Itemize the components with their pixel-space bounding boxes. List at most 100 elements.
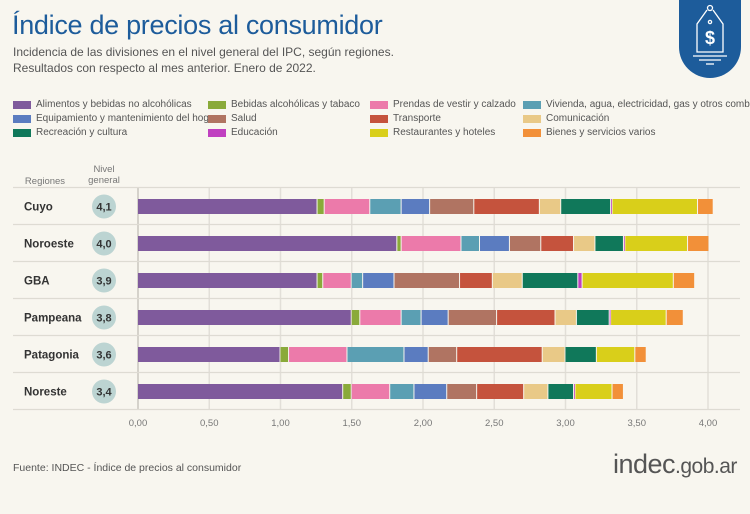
bar-segment	[457, 347, 542, 362]
bar-segment	[509, 236, 541, 251]
bar-segment	[539, 199, 561, 214]
bar-segment	[611, 310, 666, 325]
bar-segment	[343, 384, 351, 399]
x-tick-label: 2,00	[414, 418, 433, 429]
bar-segment	[370, 199, 401, 214]
bar-segment	[414, 384, 447, 399]
brand-suffix: .gob.ar	[675, 455, 737, 478]
bar-segment	[477, 384, 524, 399]
region-label: Noroeste	[24, 239, 74, 251]
bar-segment	[524, 384, 548, 399]
bar-segment	[542, 347, 565, 362]
legend-swatch	[208, 114, 226, 123]
row-header: Regiones	[25, 176, 65, 187]
legend-label: Educación	[231, 127, 278, 138]
legend-swatch	[370, 100, 388, 109]
total-header-line-2: general	[88, 175, 120, 186]
total-badge	[92, 268, 116, 293]
bar-segment	[673, 273, 695, 288]
brand-main: indec	[613, 449, 676, 479]
subtitle-line-1: Incidencia de las divisiones en el nivel…	[13, 45, 394, 59]
bar-segment	[575, 384, 612, 399]
x-tick-label: 0,50	[200, 418, 219, 429]
legend-label: Bebidas alcohólicas y tabaco	[231, 99, 360, 110]
price-tag-dollar-icon: $	[679, 0, 741, 78]
bar-segment	[138, 273, 317, 288]
bar-segment	[609, 310, 611, 325]
bar-segment	[635, 347, 646, 362]
bar-segment	[347, 347, 404, 362]
bar-segment	[578, 273, 582, 288]
total-value: 3,4	[96, 387, 112, 399]
bar-segment	[582, 273, 673, 288]
legend-swatch	[523, 114, 541, 123]
bar-segment	[138, 347, 280, 362]
bar-segment	[401, 199, 430, 214]
bar-segment	[323, 273, 351, 288]
bar-segment	[351, 310, 360, 325]
legend-label: Prendas de vestir y calzado	[393, 99, 516, 110]
bar-segment	[625, 236, 688, 251]
bar-segment	[492, 273, 522, 288]
total-value: 3,6	[96, 350, 111, 362]
x-tick-label: 4,00	[699, 418, 718, 429]
bar-segment	[541, 236, 574, 251]
legend-item: Bebidas alcohólicas y tabaco	[208, 99, 360, 110]
legend-item: Bienes y servicios varios	[523, 127, 655, 138]
legend-label: Vivienda, agua, electricidad, gas y otro…	[546, 99, 750, 110]
x-tick-label: 1,00	[271, 418, 290, 429]
bar-segment	[555, 310, 576, 325]
bar-segment	[401, 236, 461, 251]
region-label: Patagonia	[24, 350, 80, 362]
legend-label: Bienes y servicios varios	[546, 127, 656, 138]
total-value: 4,0	[96, 239, 111, 251]
x-tick-label: 3,00	[556, 418, 575, 429]
bar-segment	[394, 273, 460, 288]
total-badge	[92, 194, 116, 219]
bar-segment	[698, 199, 713, 214]
bar-segment	[447, 384, 477, 399]
legend-label: Equipamiento y mantenimiento del hogar	[36, 113, 218, 124]
legend-label: Recreación y cultura	[36, 127, 128, 138]
legend-label: Restaurantes y hoteles	[393, 127, 496, 138]
bar-segment	[612, 384, 623, 399]
legend-swatch	[523, 100, 541, 109]
bar-segment	[428, 347, 457, 362]
legend-label: Alimentos y bebidas no alcohólicas	[36, 99, 192, 110]
bar-segment	[421, 310, 448, 325]
source-note: Fuente: INDEC - Índice de precios al con…	[13, 462, 242, 474]
bar-segment	[401, 310, 421, 325]
bar-segment	[360, 310, 401, 325]
bar-segment	[548, 384, 574, 399]
legend-item: Prendas de vestir y calzado	[370, 99, 516, 110]
svg-text:$: $	[705, 28, 715, 48]
region-label: Noreste	[24, 387, 67, 399]
legend-item: Alimentos y bebidas no alcohólicas	[13, 99, 192, 110]
bar-segment	[612, 199, 698, 214]
bar-segment	[596, 347, 635, 362]
legend-swatch	[370, 128, 388, 137]
bar-segment	[574, 236, 595, 251]
bar-segment	[561, 199, 611, 214]
legend-item: Restaurantes y hoteles	[370, 127, 495, 138]
total-value: 4,1	[96, 202, 111, 214]
bar-segment	[688, 236, 709, 251]
bar-segment	[138, 199, 317, 214]
bar-segment	[430, 199, 474, 214]
total-header-line-1: Nivel	[93, 164, 114, 175]
legend-item: Transporte	[370, 113, 441, 124]
legend-item: Equipamiento y mantenimiento del hogar	[13, 113, 218, 124]
indec-logo: indec.gob.ar	[613, 449, 737, 480]
x-tick-label: 2,50	[485, 418, 504, 429]
bar-segment	[317, 199, 324, 214]
legend-swatch	[208, 100, 226, 109]
bar-segment	[480, 236, 509, 251]
bar-segment	[351, 384, 390, 399]
bar-segment	[448, 310, 497, 325]
legend-item: Recreación y cultura	[13, 127, 127, 138]
bar-segment	[317, 273, 323, 288]
legend-item: Educación	[208, 127, 278, 138]
bar-segment	[351, 273, 363, 288]
bar-segment	[611, 199, 612, 214]
